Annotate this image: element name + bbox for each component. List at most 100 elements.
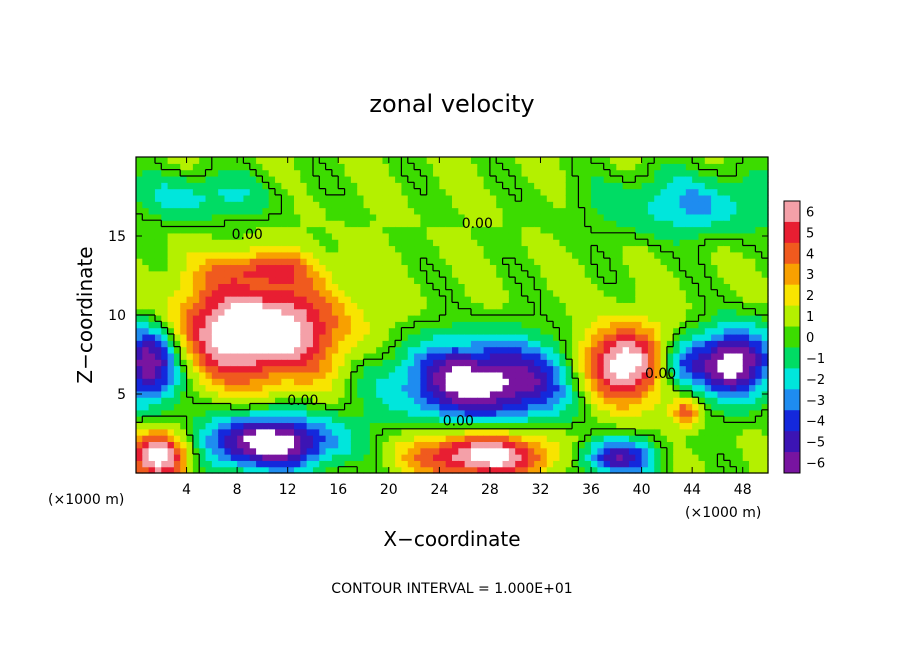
heatmap-cell	[192, 213, 200, 221]
heatmap-cell	[357, 245, 365, 253]
heatmap-cell	[331, 390, 339, 398]
heatmap-cell	[755, 213, 763, 221]
heatmap-cell	[338, 201, 346, 209]
heatmap-cell	[388, 460, 396, 468]
heatmap-cell	[325, 371, 333, 379]
heatmap-cell	[224, 182, 232, 190]
heatmap-cell	[331, 409, 339, 417]
heatmap-cell	[350, 315, 358, 322]
heatmap-cell	[610, 163, 617, 171]
heatmap-cell	[142, 226, 150, 234]
heatmap-cell	[730, 403, 737, 411]
heatmap-cell	[641, 454, 649, 461]
heatmap-cell	[616, 169, 624, 177]
heatmap-cell	[628, 441, 636, 449]
heatmap-cell	[205, 454, 213, 461]
heatmap-cell	[338, 390, 346, 398]
heatmap-cell	[540, 251, 548, 259]
heatmap-cell	[331, 175, 339, 183]
heatmap-cell	[761, 239, 769, 247]
heatmap-cell	[294, 409, 301, 417]
heatmap-cell	[521, 435, 529, 442]
heatmap-cell	[294, 441, 301, 449]
heatmap-cell	[363, 188, 371, 196]
heatmap-cell	[376, 340, 384, 348]
heatmap-cell	[477, 409, 485, 417]
heatmap-cell	[167, 403, 175, 411]
heatmap-cell	[420, 270, 428, 278]
heatmap-cell	[350, 194, 358, 202]
heatmap-cell	[388, 207, 396, 215]
heatmap-cell	[306, 232, 314, 240]
heatmap-cell	[508, 194, 516, 202]
heatmap-cell	[148, 232, 156, 240]
heatmap-cell	[445, 454, 453, 461]
heatmap-cell	[331, 321, 339, 329]
heatmap-cell	[237, 194, 245, 202]
heatmap-cell	[363, 460, 371, 468]
heatmap-cell	[666, 384, 674, 392]
heatmap-cell	[357, 163, 365, 171]
heatmap-cell	[578, 390, 586, 398]
heatmap-cell	[584, 460, 592, 468]
heatmap-cell	[572, 371, 579, 379]
heatmap-cell	[363, 157, 371, 164]
heatmap-cell	[610, 169, 617, 177]
heatmap-cell	[521, 416, 529, 424]
heatmap-cell	[515, 340, 523, 348]
heatmap-cell	[148, 365, 156, 373]
heatmap-cell	[136, 194, 143, 202]
heatmap-cell	[218, 245, 226, 253]
heatmap-cell	[452, 359, 459, 367]
heatmap-cell	[300, 175, 308, 183]
heatmap-cell	[673, 460, 681, 468]
heatmap-cell	[325, 302, 333, 310]
heatmap-cell	[281, 384, 289, 392]
heatmap-cell	[136, 403, 143, 411]
heatmap-cell	[281, 251, 289, 259]
heatmap-cell	[477, 207, 485, 215]
heatmap-cell	[603, 371, 611, 379]
heatmap-cell	[407, 277, 415, 284]
heatmap-cell	[192, 315, 200, 322]
heatmap-cell	[559, 384, 567, 392]
heatmap-cell	[591, 441, 598, 449]
heatmap-cell	[249, 346, 257, 354]
heatmap-cell	[376, 245, 384, 253]
heatmap-cell	[515, 213, 523, 221]
heatmap-cell	[660, 169, 668, 177]
heatmap-cell	[610, 327, 617, 335]
heatmap-cell	[414, 327, 421, 335]
heatmap-cell	[692, 333, 700, 341]
heatmap-cell	[578, 296, 586, 303]
heatmap-cell	[275, 352, 282, 360]
heatmap-cell	[256, 169, 263, 177]
heatmap-cell	[249, 182, 257, 190]
heatmap-cell	[237, 157, 245, 164]
heatmap-cell	[136, 340, 143, 348]
heatmap-cell	[736, 207, 744, 215]
heatmap-cell	[357, 466, 365, 474]
heatmap-cell	[742, 333, 750, 341]
heatmap-cell	[736, 226, 744, 234]
heatmap-cell	[521, 308, 529, 316]
heatmap-cell	[641, 403, 649, 411]
heatmap-cell	[401, 296, 409, 303]
heatmap-cell	[654, 447, 662, 455]
heatmap-cell	[628, 258, 636, 266]
heatmap-cell	[584, 327, 592, 335]
heatmap-cell	[306, 163, 314, 171]
heatmap-cell	[603, 239, 611, 247]
heatmap-cell	[711, 441, 719, 449]
heatmap-cell	[420, 428, 428, 436]
heatmap-cell	[363, 346, 371, 354]
heatmap-cell	[666, 308, 674, 316]
heatmap-cell	[395, 441, 403, 449]
heatmap-cell	[679, 277, 687, 284]
heatmap-cell	[622, 239, 630, 247]
heatmap-cell	[192, 441, 200, 449]
heatmap-cell	[470, 182, 478, 190]
heatmap-cell	[167, 220, 175, 228]
heatmap-cell	[388, 403, 396, 411]
heatmap-cell	[749, 220, 756, 228]
